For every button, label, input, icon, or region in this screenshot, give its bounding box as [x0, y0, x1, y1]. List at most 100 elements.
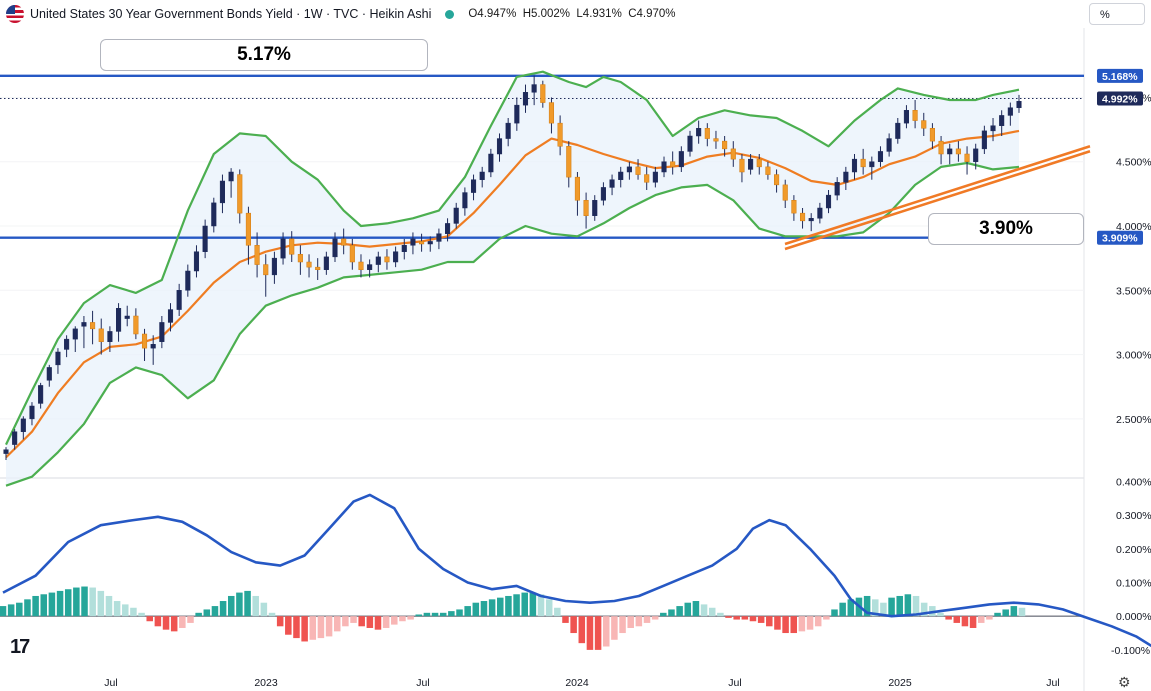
histogram-bar — [276, 616, 284, 627]
candle-body — [419, 241, 425, 245]
candle-body — [46, 367, 52, 381]
candle-body — [522, 92, 529, 106]
histogram-bar — [268, 612, 276, 617]
price-label-text: 5.168% — [1102, 71, 1138, 83]
indicator-tick-label: 0.000% — [1116, 611, 1151, 623]
histogram-bar — [733, 616, 740, 620]
histogram-bar — [766, 616, 773, 627]
histogram-bar — [219, 601, 227, 617]
candle-body — [566, 146, 572, 178]
low-value: L4.931% — [576, 8, 622, 20]
histogram-bar — [529, 592, 537, 617]
histogram-bar — [757, 616, 765, 623]
candle-body — [670, 161, 676, 168]
histogram-bar — [986, 616, 993, 620]
price-tick-label: 2.500% — [1116, 414, 1151, 426]
histogram-bar — [252, 595, 259, 617]
histogram-bar — [806, 616, 814, 630]
histogram-bar — [602, 616, 610, 647]
candle-body — [3, 449, 9, 454]
histogram-bar — [611, 616, 618, 640]
histogram-bar — [594, 616, 602, 650]
price-tick-label: 4.000% — [1116, 221, 1151, 233]
candle-body — [81, 322, 87, 327]
candle-body — [808, 218, 814, 222]
histogram-bar — [399, 616, 406, 622]
scale-mode-button[interactable]: % — [1089, 3, 1145, 25]
candle-body — [228, 171, 234, 182]
candle-body — [263, 264, 269, 276]
candle-body — [678, 151, 684, 168]
candle-body — [55, 351, 61, 366]
price-label-badge — [1097, 68, 1143, 83]
histogram-bar — [488, 599, 496, 617]
candle-body — [72, 328, 78, 340]
candle-body — [704, 128, 710, 139]
histogram-bar — [309, 616, 317, 640]
histogram-bar — [651, 616, 659, 620]
settings-gear-icon[interactable]: ⚙ — [1118, 674, 1131, 690]
candle-body — [505, 122, 511, 139]
histogram-bar — [48, 592, 56, 617]
histogram-bar — [187, 616, 194, 623]
histogram-bar — [105, 595, 113, 617]
symbol-title[interactable]: United States 30 Year Government Bonds Y… — [30, 7, 432, 21]
histogram-bar — [480, 601, 488, 617]
histogram-bar — [350, 616, 357, 623]
histogram-bar — [847, 599, 855, 617]
histogram-bar — [366, 616, 374, 628]
histogram-bar — [439, 612, 447, 617]
candle-body — [860, 158, 866, 168]
candle-body — [696, 128, 702, 137]
histogram-bar — [40, 594, 48, 617]
candle-body — [834, 182, 840, 196]
candle-body — [644, 174, 650, 183]
candle-body — [150, 344, 156, 349]
histogram-bar — [537, 594, 545, 617]
top-level-callout[interactable]: 5.17% — [100, 39, 428, 71]
price-label-text: 3.909% — [1102, 233, 1138, 245]
time-tick-label: 2025 — [888, 677, 912, 689]
histogram-bar — [423, 612, 431, 617]
histogram-bar — [195, 612, 202, 617]
tradingview-logo[interactable]: 17 — [10, 636, 30, 658]
candle-body — [514, 104, 520, 124]
histogram-bar — [260, 602, 268, 617]
histogram-bar — [969, 616, 977, 628]
market-status-dot-icon — [445, 9, 455, 19]
candle-body — [462, 192, 468, 209]
histogram-bar — [676, 606, 683, 617]
candle-body — [124, 315, 130, 319]
histogram-bar — [823, 616, 830, 620]
histogram-bar — [24, 599, 31, 617]
candle-body — [245, 212, 251, 246]
histogram-bar — [73, 587, 80, 617]
bottom-level-callout[interactable]: 3.90% — [928, 213, 1084, 245]
histogram-bar — [81, 586, 88, 617]
candle-body — [730, 148, 736, 160]
bollinger-basis-line — [5, 129, 1020, 459]
candle-body — [765, 166, 771, 175]
histogram-bar — [293, 616, 300, 639]
candle-body — [98, 328, 104, 342]
histogram-bar — [203, 609, 211, 617]
histogram-bar — [798, 616, 806, 632]
candle-body — [782, 184, 788, 201]
histogram-bar — [472, 602, 480, 617]
histogram-bar — [708, 607, 716, 617]
candle-body — [548, 102, 555, 124]
histogram-bar — [64, 589, 72, 617]
histogram-bar — [725, 616, 732, 618]
histogram-bar — [904, 594, 912, 617]
histogram-bar — [880, 602, 887, 617]
candle-body — [791, 200, 797, 214]
trendline-lower — [784, 150, 1091, 251]
histogram-bar — [391, 616, 398, 625]
candle-body — [116, 308, 122, 332]
candle-body — [306, 261, 312, 268]
candle-body — [436, 233, 442, 242]
candle-body — [479, 171, 485, 180]
candle-body — [661, 161, 667, 173]
candle-body — [886, 138, 892, 152]
